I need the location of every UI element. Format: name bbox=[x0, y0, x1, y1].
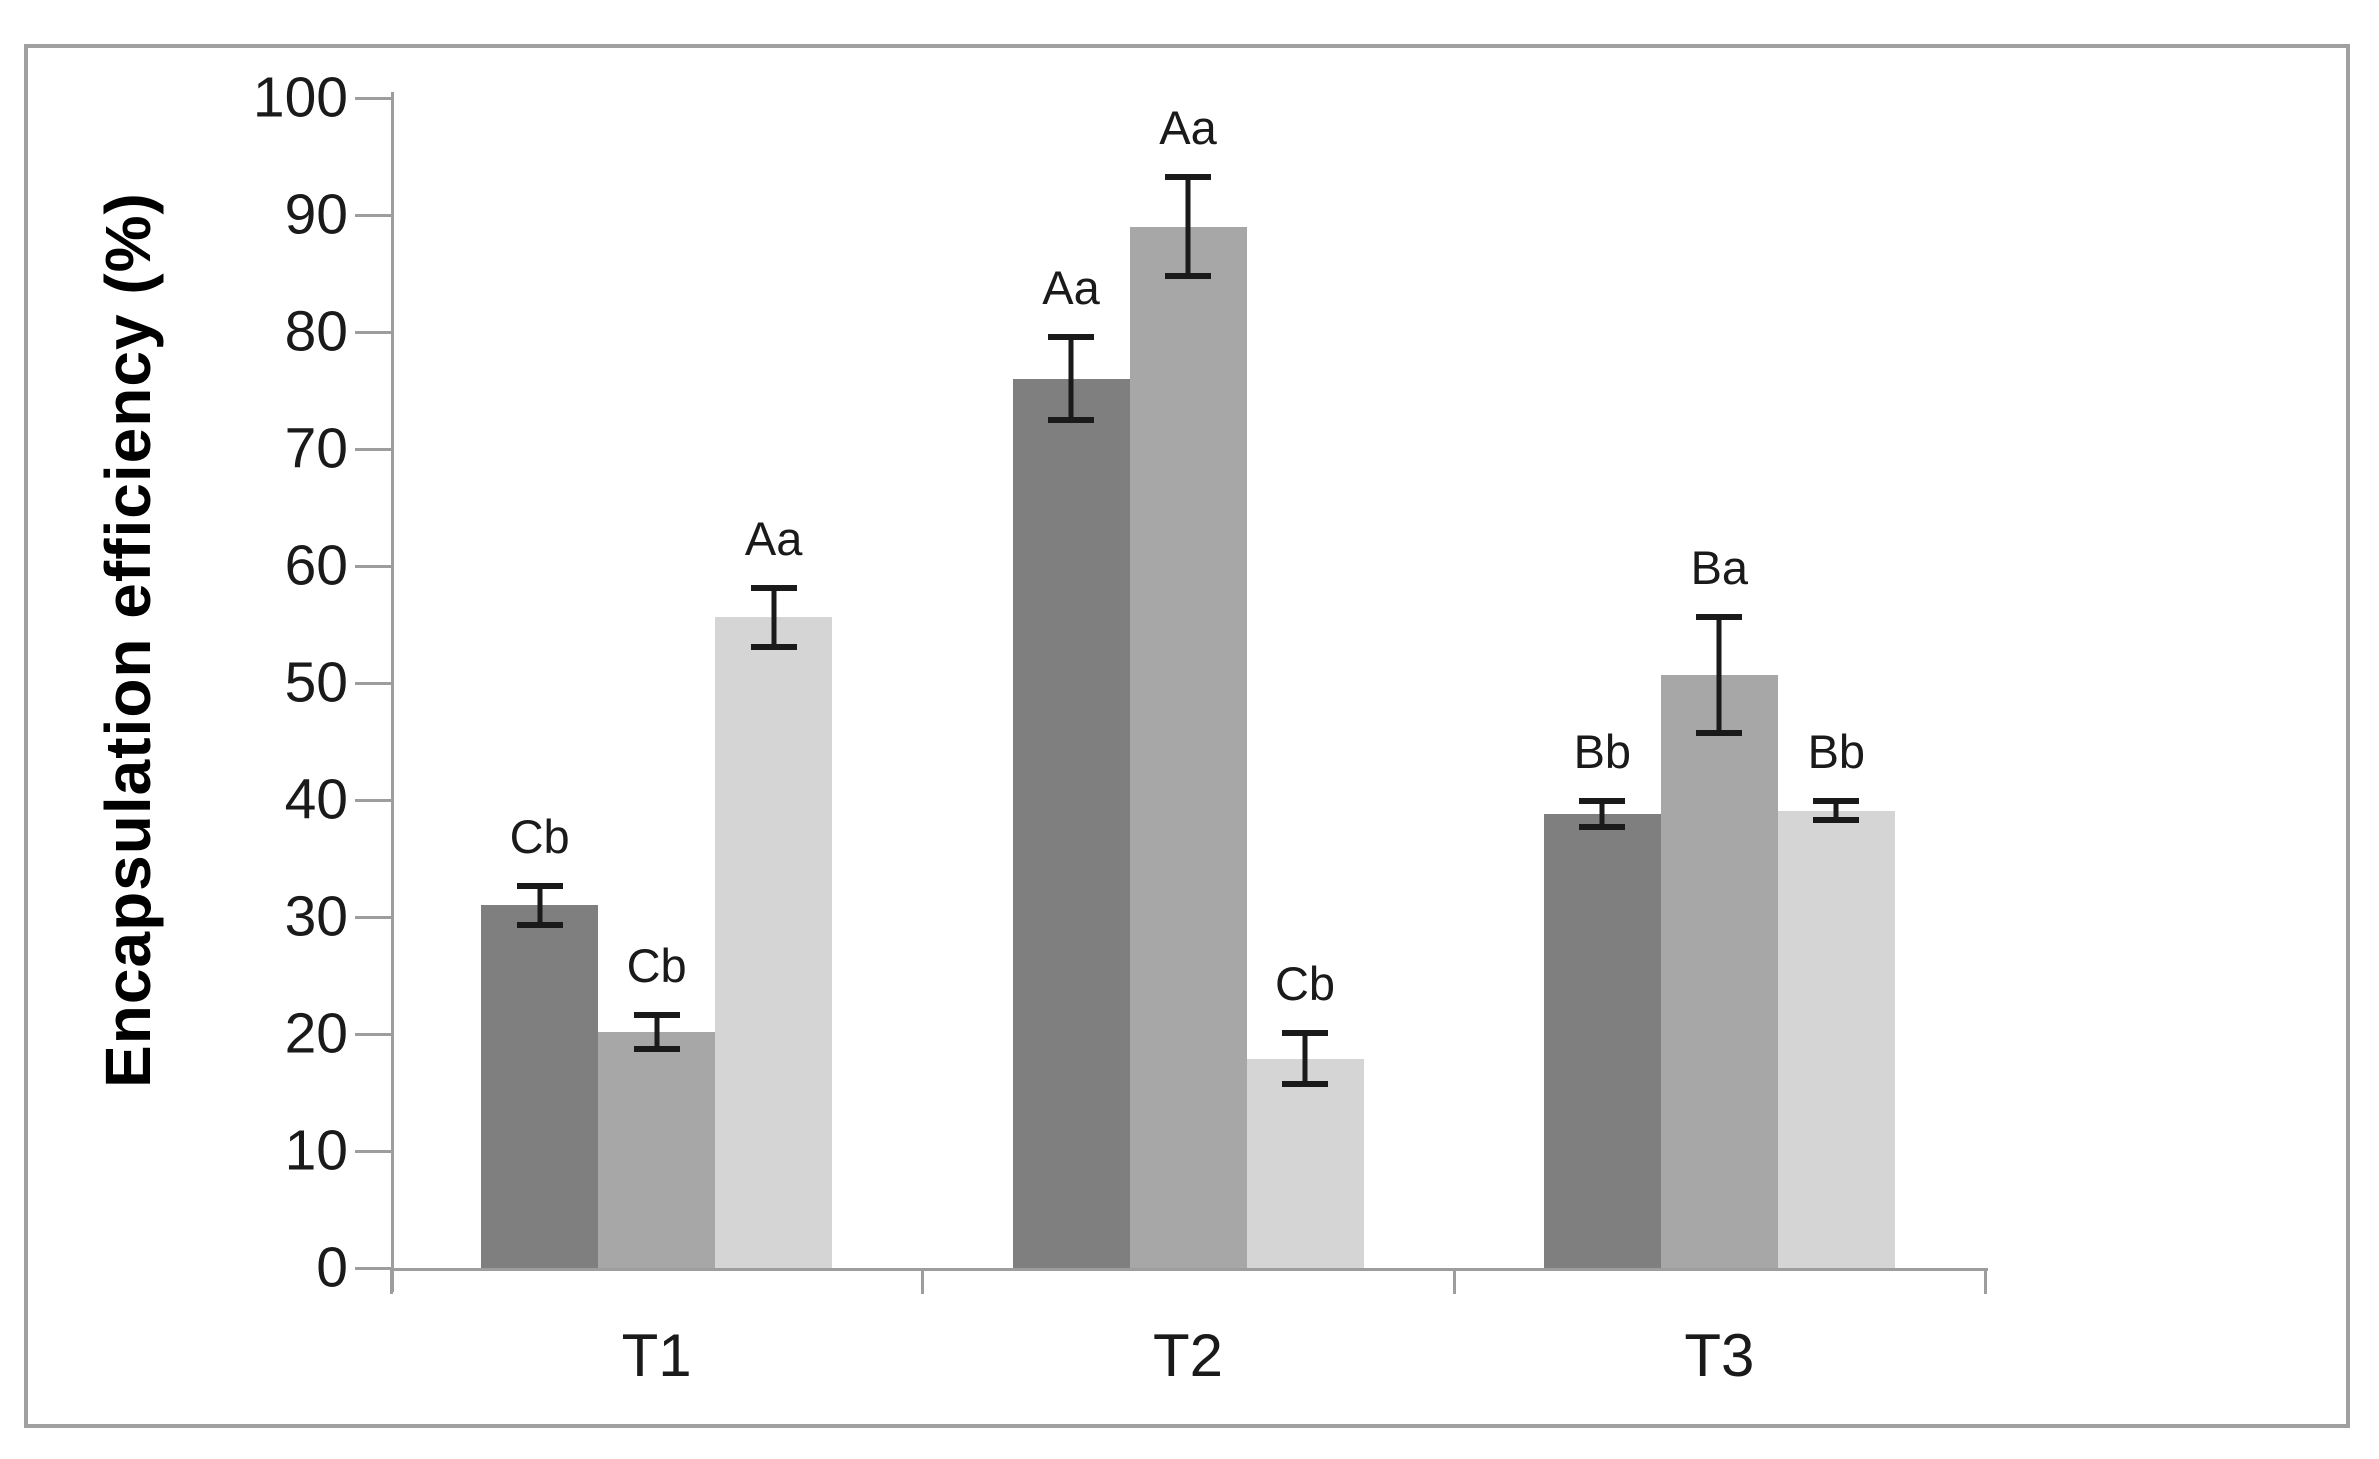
error-bar-part bbox=[1185, 174, 1191, 280]
bar-T1-light-gray-series bbox=[715, 617, 833, 1268]
y-tick-label: 100 bbox=[252, 65, 348, 130]
error-bar-part bbox=[1716, 613, 1722, 736]
bar-T1-medium-gray-series bbox=[598, 1031, 716, 1268]
x-tick-mark bbox=[921, 1268, 925, 1294]
error-bar-part bbox=[1579, 797, 1626, 804]
significance-label: Ba bbox=[1690, 540, 1749, 594]
x-tick-mark bbox=[390, 1268, 393, 1294]
error-bar-part bbox=[654, 1011, 660, 1052]
bar-T3-medium-gray-series bbox=[1660, 674, 1778, 1268]
y-tick-mark bbox=[355, 97, 391, 100]
error-bar-part bbox=[750, 584, 797, 591]
error-bar-part bbox=[1599, 797, 1605, 831]
y-tick-label: 0 bbox=[316, 1235, 348, 1300]
bar-T2-dark-gray-series bbox=[1012, 378, 1130, 1268]
y-tick-mark bbox=[355, 916, 391, 919]
error-bar-part bbox=[537, 883, 543, 928]
error-bar-part bbox=[1833, 797, 1839, 824]
significance-label: Bb bbox=[1573, 724, 1632, 778]
y-tick-label: 80 bbox=[284, 299, 348, 364]
y-axis-line bbox=[391, 92, 394, 1292]
y-tick-label: 40 bbox=[284, 767, 348, 832]
error-bar-part bbox=[750, 644, 797, 651]
y-tick-label: 60 bbox=[284, 533, 348, 598]
significance-label: Cb bbox=[626, 938, 687, 992]
x-tick-mark bbox=[1452, 1268, 1456, 1294]
error-bar-part bbox=[771, 584, 777, 651]
significance-label: Cb bbox=[509, 810, 570, 864]
x-category-label: T2 bbox=[1152, 1322, 1224, 1389]
error-bar-part bbox=[1282, 1030, 1328, 1037]
significance-label: Cb bbox=[1274, 957, 1336, 1011]
error-bar-part bbox=[516, 883, 563, 890]
error-bar bbox=[516, 883, 563, 928]
x-tick-mark bbox=[1984, 1268, 1987, 1294]
significance-label: Bb bbox=[1807, 724, 1866, 778]
error-bar-part bbox=[1048, 334, 1094, 341]
error-bar-part bbox=[1579, 824, 1626, 831]
y-tick-mark bbox=[355, 799, 391, 802]
x-category-label: T3 bbox=[1684, 1322, 1755, 1389]
y-tick-mark bbox=[355, 331, 391, 334]
y-tick-label: 30 bbox=[284, 884, 348, 949]
error-bar-part bbox=[1165, 273, 1211, 280]
y-tick-label: 10 bbox=[284, 1118, 348, 1183]
error-bar-part bbox=[633, 1045, 680, 1052]
significance-label: Aa bbox=[1159, 101, 1217, 155]
error-bar-part bbox=[1813, 797, 1860, 804]
bar-T1-dark-gray-series bbox=[481, 905, 599, 1268]
bar-T3-light-gray-series bbox=[1777, 810, 1895, 1268]
bar-T2-medium-gray-series bbox=[1129, 226, 1247, 1268]
error-bar bbox=[1048, 334, 1094, 424]
error-bar-part bbox=[516, 921, 563, 928]
significance-label: Aa bbox=[1042, 261, 1100, 315]
error-bar-part bbox=[1696, 729, 1743, 736]
error-bar bbox=[1696, 613, 1743, 736]
bar-T3-dark-gray-series bbox=[1543, 814, 1661, 1268]
error-bar bbox=[1165, 174, 1211, 280]
error-bar bbox=[1813, 797, 1860, 824]
error-bar bbox=[1579, 797, 1626, 831]
significance-label: Aa bbox=[744, 511, 803, 565]
y-tick-label: 70 bbox=[284, 416, 348, 481]
y-tick-label: 20 bbox=[284, 1001, 348, 1066]
x-category-label: T1 bbox=[621, 1322, 692, 1389]
bar-T2-light-gray-series bbox=[1246, 1058, 1364, 1268]
x-axis-line bbox=[391, 1268, 1988, 1271]
error-bar-part bbox=[633, 1011, 680, 1018]
y-tick-mark bbox=[355, 1150, 391, 1153]
y-tick-label: 90 bbox=[284, 182, 348, 247]
error-bar-part bbox=[1302, 1030, 1308, 1087]
error-bar bbox=[1282, 1030, 1328, 1087]
error-bar-part bbox=[1048, 417, 1094, 424]
error-bar-part bbox=[1068, 334, 1074, 424]
y-tick-mark bbox=[355, 565, 391, 568]
error-bar-part bbox=[1282, 1080, 1328, 1087]
y-tick-mark bbox=[355, 682, 391, 685]
y-tick-label: 50 bbox=[284, 650, 348, 715]
error-bar bbox=[750, 584, 797, 651]
error-bar-part bbox=[1165, 174, 1211, 181]
y-tick-mark bbox=[355, 214, 391, 217]
y-tick-mark bbox=[355, 1033, 391, 1036]
error-bar-part bbox=[1696, 613, 1743, 620]
y-tick-mark bbox=[355, 1267, 391, 1270]
y-tick-mark bbox=[355, 448, 391, 451]
error-bar-part bbox=[1813, 817, 1860, 824]
error-bar bbox=[633, 1011, 680, 1052]
